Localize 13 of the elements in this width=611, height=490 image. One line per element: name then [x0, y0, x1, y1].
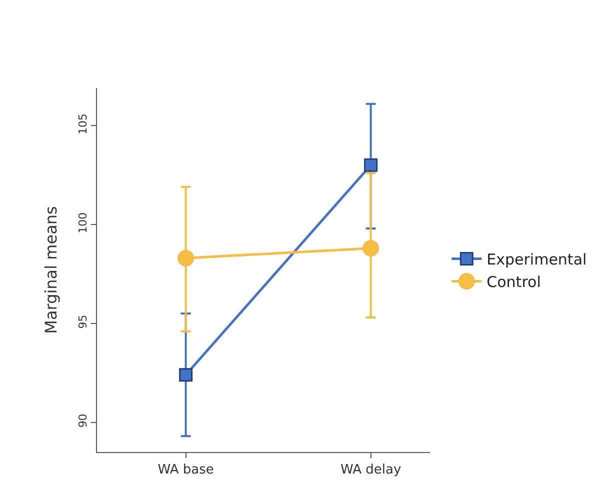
- legend-label: Experimental: [486, 250, 587, 269]
- point: [179, 368, 193, 382]
- y-tick-label: 105: [76, 113, 90, 134]
- point: [178, 250, 194, 266]
- point: [364, 158, 378, 172]
- y-tick-label: 95: [76, 314, 90, 329]
- x-tick-label: WA base: [158, 462, 214, 478]
- y-tick-label: 90: [76, 414, 90, 428]
- y-tick-label: 100: [76, 212, 90, 234]
- point: [362, 240, 380, 256]
- legend-label: Control: [486, 273, 541, 292]
- y-axis-title: Marginal means: [42, 206, 60, 334]
- x-tick-label: WA delay: [340, 462, 402, 478]
